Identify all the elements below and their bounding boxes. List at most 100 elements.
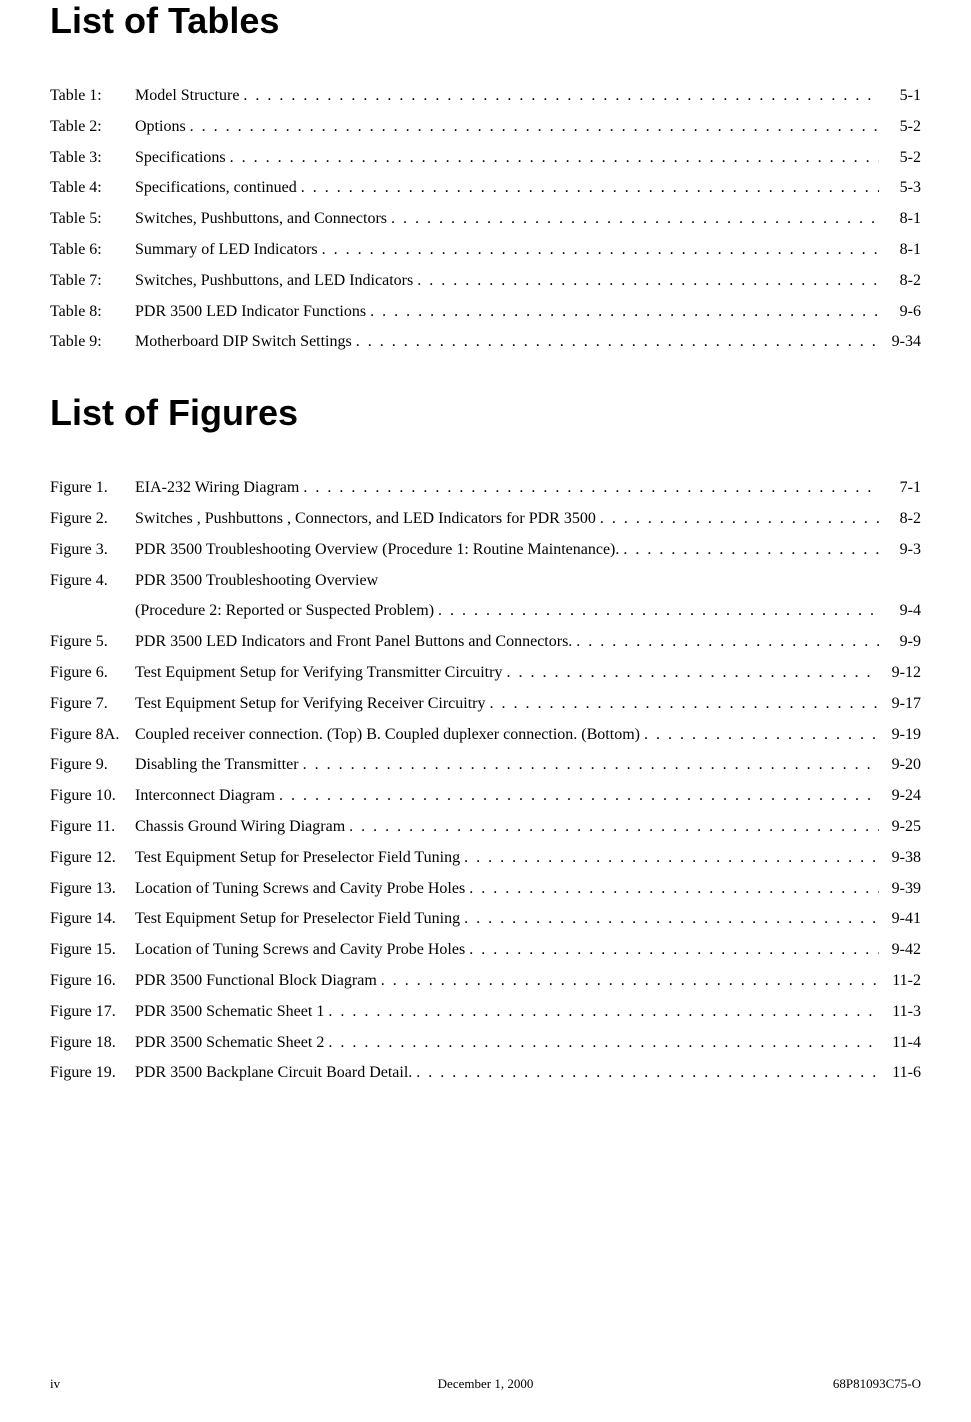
toc-entry-title: Test Equipment Setup for Verifying Trans… bbox=[135, 659, 502, 688]
toc-entry-page: 5-3 bbox=[879, 174, 921, 203]
toc-entry: Table 6:Summary of LED Indicators8-1 bbox=[50, 236, 921, 265]
toc-leader-dots bbox=[324, 1029, 879, 1058]
toc-entry: Figure 19.PDR 3500 Backplane Circuit Boa… bbox=[50, 1059, 921, 1088]
toc-leader-dots bbox=[413, 267, 879, 296]
list-of-figures-heading: List of Figures bbox=[50, 392, 921, 434]
toc-entry-title: Disabling the Transmitter bbox=[135, 751, 299, 780]
toc-entry-page: 11-6 bbox=[879, 1059, 921, 1088]
toc-entry: Table 1:Model Structure5-1 bbox=[50, 82, 921, 111]
toc-entry-page: 7-1 bbox=[879, 474, 921, 503]
toc-entry: Figure 11.Chassis Ground Wiring Diagram9… bbox=[50, 813, 921, 842]
toc-entry-title: Switches , Pushbuttons , Connectors, and… bbox=[135, 505, 596, 534]
toc-leader-dots bbox=[239, 82, 879, 111]
toc-entry-page: 8-1 bbox=[879, 236, 921, 265]
toc-entry-page: 11-4 bbox=[879, 1029, 921, 1058]
toc-entry-title: PDR 3500 Functional Block Diagram bbox=[135, 967, 377, 996]
toc-entry-label: Figure 17. bbox=[50, 998, 135, 1027]
toc-entry-title: PDR 3500 Schematic Sheet 1 bbox=[135, 998, 324, 1027]
toc-entry-label: Figure 10. bbox=[50, 782, 135, 811]
toc-entry-title: PDR 3500 LED Indicators and Front Panel … bbox=[135, 628, 572, 657]
toc-entry-title: Coupled receiver connection. (Top) B. Co… bbox=[135, 721, 640, 750]
toc-entry-title: Options bbox=[135, 113, 186, 142]
toc-entry-page: 9-19 bbox=[879, 721, 921, 750]
toc-entry-label: Figure 7. bbox=[50, 690, 135, 719]
figures-toc-list: Figure 1.EIA-232 Wiring Diagram7-1Figure… bbox=[50, 474, 921, 1088]
toc-entry-title: Specifications, continued bbox=[135, 174, 297, 203]
toc-entry: Figure 3.PDR 3500 Troubleshooting Overvi… bbox=[50, 536, 921, 565]
toc-entry-label: Figure 16. bbox=[50, 967, 135, 996]
toc-entry-title: Test Equipment Setup for Verifying Recei… bbox=[135, 690, 486, 719]
toc-entry-page: 9-42 bbox=[879, 936, 921, 965]
toc-entry-label: Table 9: bbox=[50, 328, 135, 357]
toc-entry-label: Figure 8A. bbox=[50, 721, 135, 750]
toc-leader-dots bbox=[299, 751, 879, 780]
toc-entry-title: Interconnect Diagram bbox=[135, 782, 275, 811]
toc-entry-page: 9-20 bbox=[879, 751, 921, 780]
toc-leader-dots bbox=[318, 236, 879, 265]
toc-entry-label: Table 8: bbox=[50, 298, 135, 327]
toc-entry: Figure 8A.Coupled receiver connection. (… bbox=[50, 721, 921, 750]
toc-entry-page: 9-9 bbox=[879, 628, 921, 657]
toc-entry-title: EIA-232 Wiring Diagram bbox=[135, 474, 299, 503]
toc-entry-title: Model Structure bbox=[135, 82, 239, 111]
toc-entry-label: Figure 5. bbox=[50, 628, 135, 657]
toc-entry-label: Figure 19. bbox=[50, 1059, 135, 1088]
toc-entry-continuation: (Procedure 2: Reported or Suspected Prob… bbox=[50, 597, 921, 626]
toc-entry-page: 9-3 bbox=[879, 536, 921, 565]
toc-leader-dots bbox=[640, 721, 879, 750]
toc-leader-dots bbox=[226, 144, 879, 173]
toc-entry-page: 9-6 bbox=[879, 298, 921, 327]
toc-leader-dots bbox=[412, 1059, 879, 1088]
toc-leader-dots bbox=[434, 597, 879, 626]
toc-entry-label: Figure 6. bbox=[50, 659, 135, 688]
toc-leader-dots bbox=[352, 328, 879, 357]
toc-entry-label: Figure 18. bbox=[50, 1029, 135, 1058]
toc-entry: Figure 2.Switches , Pushbuttons , Connec… bbox=[50, 505, 921, 534]
toc-leader-dots bbox=[502, 659, 879, 688]
toc-leader-dots bbox=[299, 474, 879, 503]
toc-entry-label: Table 2: bbox=[50, 113, 135, 142]
toc-entry: Table 3:Specifications5-2 bbox=[50, 144, 921, 173]
footer-document-id: 68P81093C75-O bbox=[631, 1376, 921, 1392]
toc-entry-page: 5-1 bbox=[879, 82, 921, 111]
toc-entry-label: Table 3: bbox=[50, 144, 135, 173]
toc-entry-label: Figure 14. bbox=[50, 905, 135, 934]
toc-entry: Figure 12.Test Equipment Setup for Prese… bbox=[50, 844, 921, 873]
toc-entry-title: Motherboard DIP Switch Settings bbox=[135, 328, 352, 357]
toc-leader-dots bbox=[596, 505, 879, 534]
toc-entry: Figure 6.Test Equipment Setup for Verify… bbox=[50, 659, 921, 688]
toc-leader-dots bbox=[465, 936, 879, 965]
toc-entry-label: Figure 2. bbox=[50, 505, 135, 534]
toc-entry-label: Table 7: bbox=[50, 267, 135, 296]
toc-entry-page: 9-24 bbox=[879, 782, 921, 811]
footer-page-number: iv bbox=[50, 1376, 340, 1392]
toc-entry-label: Table 4: bbox=[50, 174, 135, 203]
tables-toc-list: Table 1:Model Structure5-1Table 2:Option… bbox=[50, 82, 921, 357]
toc-entry-page: 9-12 bbox=[879, 659, 921, 688]
toc-entry-label: Figure 11. bbox=[50, 813, 135, 842]
list-of-tables-heading: List of Tables bbox=[50, 0, 921, 42]
toc-entry-title: Specifications bbox=[135, 144, 226, 173]
toc-entry: Table 5:Switches, Pushbuttons, and Conne… bbox=[50, 205, 921, 234]
toc-leader-dots bbox=[572, 628, 879, 657]
toc-entry: Figure 7.Test Equipment Setup for Verify… bbox=[50, 690, 921, 719]
toc-leader-dots bbox=[486, 690, 880, 719]
toc-entry-label: Figure 4. bbox=[50, 567, 135, 596]
toc-entry: Figure 14.Test Equipment Setup for Prese… bbox=[50, 905, 921, 934]
toc-entry: Table 9:Motherboard DIP Switch Settings 9… bbox=[50, 328, 921, 357]
toc-entry-page: 8-2 bbox=[879, 267, 921, 296]
toc-entry-title: Switches, Pushbuttons, and Connectors bbox=[135, 205, 387, 234]
toc-entry-page: 8-1 bbox=[879, 205, 921, 234]
toc-leader-dots bbox=[460, 844, 879, 873]
toc-entry-page: 9-4 bbox=[879, 597, 921, 626]
toc-entry-page: 8-2 bbox=[879, 505, 921, 534]
toc-entry: Figure 4.PDR 3500 Troubleshooting Overvi… bbox=[50, 567, 921, 596]
toc-entry-title: PDR 3500 Backplane Circuit Board Detail. bbox=[135, 1059, 412, 1088]
toc-entry-title: Test Equipment Setup for Preselector Fie… bbox=[135, 905, 460, 934]
toc-entry-page: 9-34 bbox=[879, 328, 921, 357]
toc-leader-dots bbox=[377, 967, 879, 996]
toc-entry: Table 2:Options5-2 bbox=[50, 113, 921, 142]
toc-entry: Figure 5.PDR 3500 LED Indicators and Fro… bbox=[50, 628, 921, 657]
toc-entry-page: 9-25 bbox=[879, 813, 921, 842]
toc-entry: Figure 18.PDR 3500 Schematic Sheet 211-4 bbox=[50, 1029, 921, 1058]
